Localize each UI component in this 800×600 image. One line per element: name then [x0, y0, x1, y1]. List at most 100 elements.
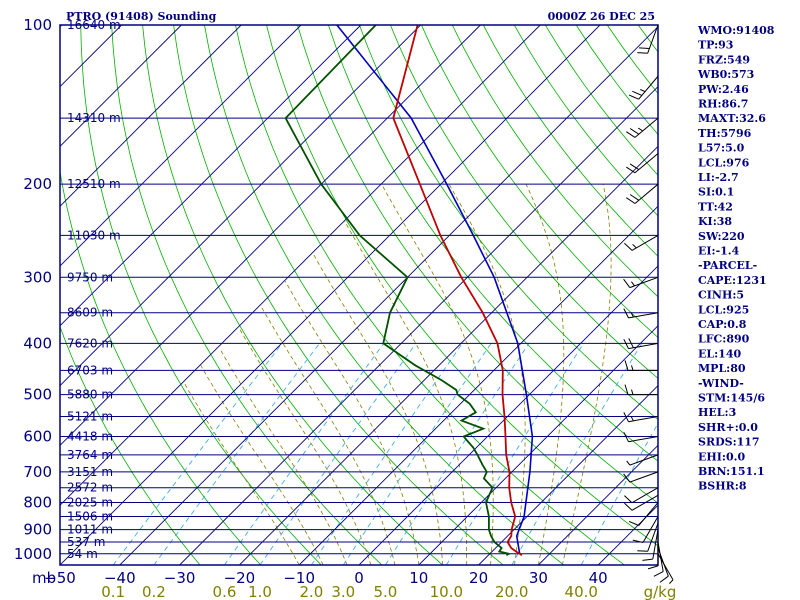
temperature-tick-label: −40: [104, 569, 136, 587]
mixing-ratio-line: [385, 343, 530, 565]
height-level-label: 16640 m: [67, 18, 121, 32]
dry-adiabat-line: [297, 25, 658, 504]
dry-adiabat-line: [421, 25, 658, 339]
mixing-ratio-line: [259, 343, 417, 565]
isotherm-line: [478, 384, 658, 565]
mixing-ratio-line: [311, 343, 463, 565]
mixing-ratio-tick-label: 0.6: [213, 583, 237, 600]
stability-index-line: WB0:573: [697, 68, 754, 81]
stability-index-line: MAXT:32.6: [698, 112, 766, 125]
dry-adiabat-line: [390, 25, 658, 379]
temperature-tick-label: −30: [164, 569, 196, 587]
stability-index-line: CAPE:1231: [698, 274, 767, 287]
height-level-label: 1011 m: [67, 523, 113, 537]
mixing-ratio-tick-label: 2.0: [300, 583, 324, 600]
height-level-label: 5121 m: [67, 410, 113, 424]
dry-adiabat-line: [60, 325, 201, 565]
isotherm-line: [239, 145, 658, 565]
wind-barb: [653, 541, 664, 577]
moist-adiabat-line: [200, 365, 324, 565]
isotherm-line: [179, 85, 658, 565]
moist-adiabat-line: [260, 305, 396, 565]
stability-index-line: TP:93: [698, 39, 733, 52]
isotherm-line: [358, 265, 658, 565]
wind-barb: [623, 276, 659, 289]
stability-index-line: KI:38: [698, 215, 732, 228]
plot-frame: [59, 24, 659, 566]
moist-adiabat-line: [381, 184, 494, 565]
height-level-label: 3764 m: [67, 448, 113, 462]
stability-index-line: -PARCEL-: [698, 259, 757, 272]
mixing-ratio-tick-label: 10.0: [430, 583, 463, 600]
stability-index-line: CINH:5: [698, 289, 744, 302]
mixing-ratio-unit-label: g/kg: [644, 583, 677, 600]
pressure-tick-label: 1000: [14, 545, 52, 563]
moist-adiabat-line: [219, 348, 348, 565]
height-level-label: 537 m: [67, 535, 105, 549]
stability-index-line: SRDS:117: [698, 436, 760, 449]
stability-index-line: TT:42: [698, 200, 733, 213]
mixing-ratio-tick-label: 0.2: [142, 583, 166, 600]
stability-index-line: -WIND-: [698, 377, 744, 390]
height-level-label: 6703 m: [67, 363, 113, 377]
stability-index-line: SW:220: [698, 230, 745, 243]
stability-index-line: BSHR:8: [698, 480, 747, 493]
wind-barb: [628, 75, 659, 100]
wind-barb: [628, 502, 659, 526]
height-level-label: 11030 m: [67, 228, 121, 242]
pressure-tick-label: 700: [23, 463, 52, 481]
temperature-trace-line: [392, 25, 523, 556]
wind-barb: [624, 487, 659, 504]
stability-index-line: STM:145/6: [698, 392, 765, 405]
stability-index-line: LCL:976: [698, 156, 750, 169]
stability-index-line: EHI:0.0: [698, 450, 745, 463]
wind-barb: [626, 183, 659, 204]
height-level-label: 12510 m: [67, 177, 121, 191]
wind-barb: [623, 471, 659, 483]
dry-adiabat-line: [173, 25, 504, 565]
stability-index-line: BRN:151.1: [698, 465, 765, 478]
moist-adiabat-line: [312, 252, 444, 565]
mixing-ratio-tick-label: 1.0: [248, 583, 272, 600]
stability-index-line: SI:0.1: [698, 186, 734, 199]
stability-index-line: HEL:3: [698, 406, 736, 419]
temperature-tick-label: 40: [589, 569, 608, 587]
wind-barb: [626, 153, 659, 174]
mixing-ratio-tick-label: 0.1: [101, 583, 125, 600]
pressure-tick-label: 400: [23, 334, 52, 352]
moist-adiabat-line: [344, 221, 468, 565]
isotherm-line: [60, 25, 601, 565]
wind-barb: [626, 117, 659, 138]
stability-index-line: FRZ:549: [698, 53, 750, 66]
pressure-tick-label: 100: [23, 16, 52, 34]
moist-adiabat-line: [448, 184, 526, 565]
stability-index-line: LFC:890: [698, 333, 750, 346]
dry-adiabat-line: [60, 169, 261, 565]
isotherm-line: [60, 25, 182, 148]
height-level-label: 2025 m: [67, 496, 113, 510]
mixing-ratio-tick-label: 40.0: [565, 583, 598, 600]
temperature-tick-label: 20: [469, 569, 488, 587]
dry-adiabat-line: [266, 25, 658, 547]
height-level-label: 9750 m: [67, 270, 113, 284]
stability-index-line: WMO:91408: [697, 24, 775, 37]
height-level-label: 1506 m: [67, 509, 113, 523]
temperature-tick-label: −50: [44, 569, 76, 587]
pressure-tick-label: 200: [23, 175, 52, 193]
isotherm-line: [60, 25, 421, 387]
stability-index-line: TH:5796: [698, 127, 752, 140]
isotherm-line: [538, 444, 658, 565]
isotherm-line: [60, 25, 242, 207]
isotherm-line: [119, 26, 658, 565]
pressure-tick-label: 600: [23, 427, 52, 445]
height-level-label: 8609 m: [67, 306, 113, 320]
height-level-label: 7620 m: [67, 336, 113, 350]
wind-barb: [632, 516, 659, 543]
stability-index-line: PW:2.46: [698, 83, 749, 96]
mixing-ratio-tick-label: 20.0: [495, 583, 528, 600]
profiles-layer: [284, 25, 534, 556]
mixing-ratio-line: [580, 422, 658, 565]
wind-barb: [642, 529, 659, 561]
